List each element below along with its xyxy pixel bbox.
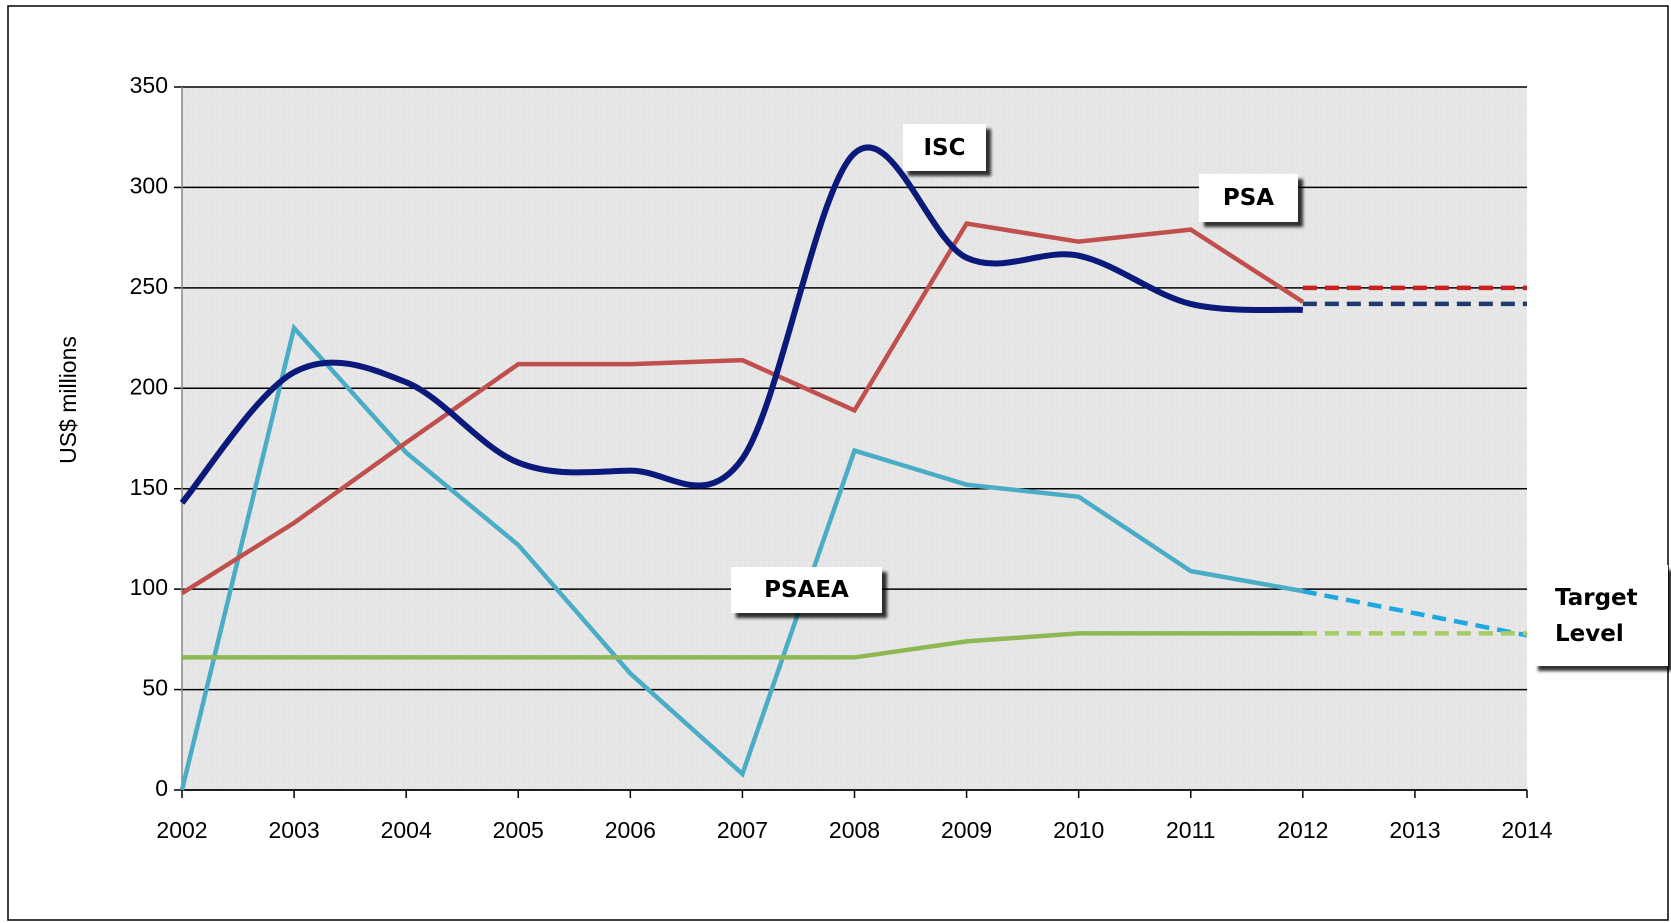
x-tick-label: 2010 (1053, 817, 1104, 843)
y-tick-label: 150 (130, 474, 168, 500)
series-label: PSAEA (731, 567, 882, 613)
x-tick-label: 2009 (941, 817, 992, 843)
x-tick-label: 2008 (829, 817, 880, 843)
x-tick-label: 2013 (1389, 817, 1440, 843)
series-line (182, 631, 1303, 660)
y-tick-label: 250 (130, 273, 168, 299)
y-tick-label: 350 (130, 72, 168, 98)
series-line (180, 221, 1305, 596)
x-tick-label: 2003 (268, 817, 319, 843)
projection-line (1302, 588, 1528, 638)
x-tick-label: 2011 (1166, 817, 1215, 843)
y-tick-label: 300 (130, 173, 168, 199)
x-tick-label: 2002 (156, 817, 207, 843)
y-axis-label: US$ millions (55, 336, 81, 464)
y-tick-label: 50 (142, 675, 168, 701)
series-line (179, 144, 1303, 505)
series-label: Target Level (1533, 565, 1668, 666)
x-tick-label: 2007 (717, 817, 768, 843)
series-line (179, 323, 1304, 791)
y-tick-label: 100 (130, 574, 168, 600)
y-tick-label: 200 (130, 373, 168, 399)
series-label: ISC (903, 124, 986, 171)
x-tick-label: 2012 (1277, 817, 1328, 843)
x-tick-label: 2005 (493, 817, 544, 843)
x-tick-label: 2014 (1501, 817, 1552, 843)
x-tick-label: 2004 (381, 817, 432, 843)
x-tick-label: 2006 (605, 817, 656, 843)
plot-area (182, 87, 1527, 790)
series-label: PSA (1199, 174, 1298, 222)
y-tick-label: 0 (155, 775, 168, 801)
